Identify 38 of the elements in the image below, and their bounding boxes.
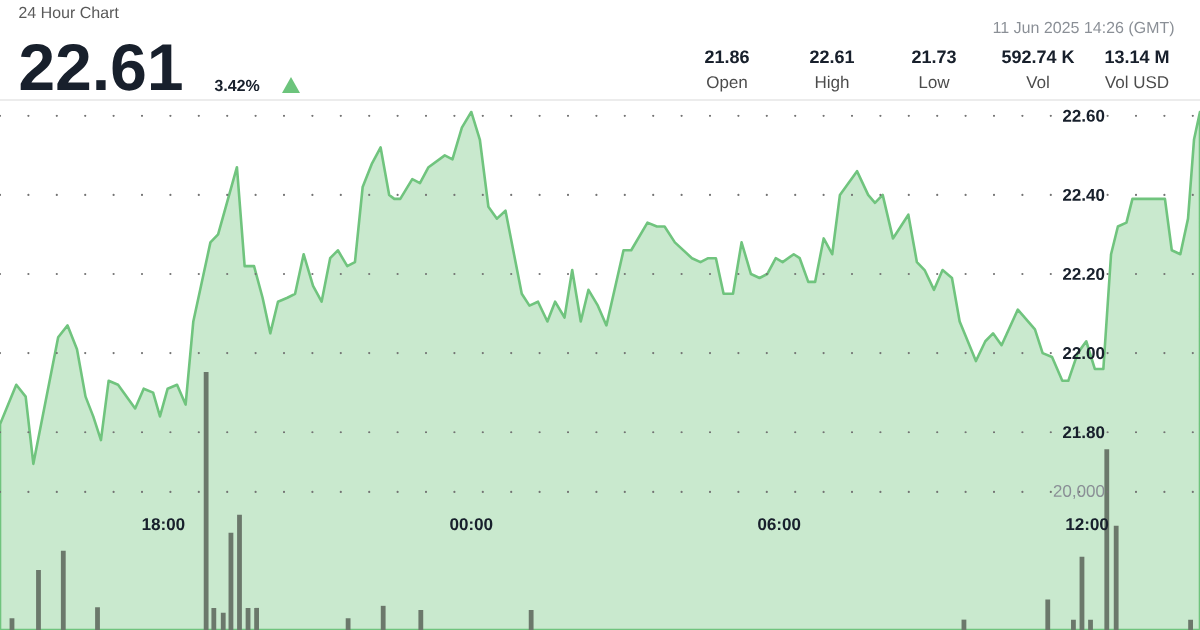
bar xyxy=(203,371,209,630)
y-tick-label: 21.80 xyxy=(1062,426,1105,439)
bar xyxy=(1045,599,1051,630)
text: 592.74 K xyxy=(1002,50,1075,64)
text: Vol xyxy=(1026,75,1049,89)
text: 22.61 xyxy=(20,43,182,91)
y-tick-label: 22.40 xyxy=(1062,188,1105,201)
text: Vol USD xyxy=(1104,75,1169,89)
text: Open xyxy=(707,76,747,92)
bar xyxy=(528,609,534,630)
bar xyxy=(95,607,100,630)
y-tick-label: 22.60 xyxy=(1062,109,1105,122)
text: Low xyxy=(919,76,950,89)
bar xyxy=(237,514,242,630)
bar xyxy=(36,569,41,630)
bar xyxy=(211,607,217,630)
chart-title: 24 Hour Chart xyxy=(19,6,119,19)
bar xyxy=(1088,619,1093,630)
x-tick-label: 00:00 xyxy=(450,518,493,531)
bar xyxy=(254,607,259,630)
text: 11 Jun 2025 14:26 (GMT) xyxy=(993,21,1174,37)
bar xyxy=(60,550,66,630)
text: 21.86 xyxy=(705,50,749,64)
x-tick-label: 06:00 xyxy=(758,518,801,531)
bar xyxy=(418,609,424,630)
bar xyxy=(220,612,226,630)
y-tick-label: 22.20 xyxy=(1062,268,1105,281)
bar xyxy=(1188,619,1193,630)
text: High xyxy=(815,75,849,92)
bar xyxy=(1071,619,1076,630)
x-tick-label: 18:00 xyxy=(142,518,185,531)
bar xyxy=(345,618,351,630)
text: 21.73 xyxy=(912,50,956,64)
text: 22.61 xyxy=(810,50,855,64)
text: 3.42% xyxy=(214,79,260,92)
text: 13.14 M xyxy=(1105,50,1169,64)
bar xyxy=(1113,525,1119,630)
bar xyxy=(380,605,386,630)
